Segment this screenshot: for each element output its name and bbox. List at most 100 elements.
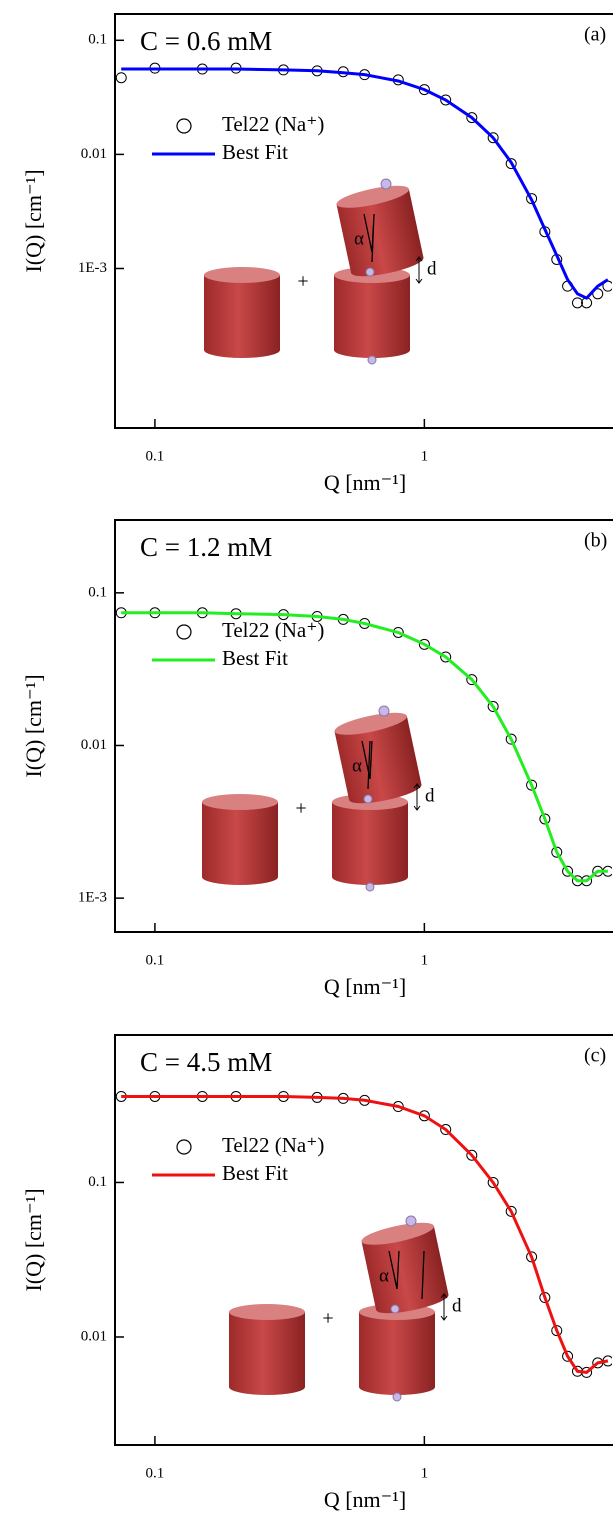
x-axis-label: Q [nm⁻¹] <box>324 974 406 999</box>
d-arrow <box>413 783 421 811</box>
arrows <box>388 1250 425 1300</box>
legend-marker <box>176 624 192 640</box>
cylinder <box>359 1304 435 1395</box>
plot-area <box>115 62 612 309</box>
panel-label: (a) <box>584 24 606 46</box>
data-point <box>466 112 478 124</box>
cylinder <box>229 1304 305 1395</box>
annotation-alpha: α <box>352 755 362 776</box>
y-tick-label: 0.01 <box>81 737 107 753</box>
x-tick-label: 0.1 <box>146 1465 165 1481</box>
data-point <box>418 638 430 650</box>
bead <box>390 1304 400 1314</box>
plot-frame <box>114 519 613 933</box>
data-point <box>505 733 517 745</box>
data-point <box>418 84 430 96</box>
plot-area <box>115 607 612 887</box>
legend-marker <box>176 1139 192 1155</box>
cylinder <box>204 267 280 358</box>
plus: + <box>297 271 308 293</box>
y-axis-label: I(Q) [cm⁻¹] <box>21 674 46 777</box>
data-point <box>418 1110 430 1122</box>
panel-label: (b) <box>584 530 607 552</box>
x-tick-label: 0.1 <box>146 952 165 968</box>
cylinder <box>332 794 408 885</box>
data-point <box>487 132 499 144</box>
arrows <box>363 213 375 263</box>
fit-line <box>121 67 609 300</box>
annotation-d: d <box>452 1295 462 1316</box>
plot-frame <box>114 1034 613 1446</box>
plot-frame <box>114 13 613 429</box>
cylinder-body <box>361 1226 449 1314</box>
plus: + <box>322 1308 333 1330</box>
d-arrow <box>415 256 423 284</box>
data-point <box>571 297 583 309</box>
data-point <box>440 1124 452 1136</box>
fit-line <box>121 611 608 883</box>
data-point <box>592 288 604 300</box>
data-point <box>466 1149 478 1161</box>
data-point <box>539 813 551 825</box>
data-point <box>487 1176 499 1188</box>
bead <box>363 794 373 804</box>
legend-label: Tel22 (Na⁺) <box>222 1133 324 1157</box>
cylinder-body <box>334 275 410 358</box>
cylinder-body <box>334 716 422 804</box>
data-point <box>526 193 538 205</box>
x-axis-label: Q [nm⁻¹] <box>324 470 406 495</box>
y-axis-label: I(Q) [cm⁻¹] <box>21 1188 46 1291</box>
cylinder <box>361 1222 449 1314</box>
cylinder-top <box>229 1304 305 1320</box>
data-point <box>505 1205 517 1217</box>
plus: + <box>295 798 306 820</box>
data-point <box>487 701 499 713</box>
data-point <box>440 651 452 663</box>
y-tick-label: 0.1 <box>88 32 107 48</box>
data-point <box>440 94 452 106</box>
legend-label: Best Fit <box>222 140 288 164</box>
bead <box>405 1215 417 1227</box>
annotation-alpha: α <box>354 228 364 249</box>
x-axis-label: Q [nm⁻¹] <box>324 1487 406 1512</box>
bead <box>365 267 375 277</box>
cylinder-top <box>334 712 407 735</box>
cylinder-top <box>202 794 278 810</box>
chart-title: C = 0.6 mM <box>140 26 272 56</box>
arrows <box>361 740 373 790</box>
cylinder <box>334 267 410 358</box>
cylinder-top <box>361 1222 434 1245</box>
y-tick-label: 0.1 <box>88 1174 107 1190</box>
x-tick-label: 1 <box>421 448 429 464</box>
cylinder-top <box>336 185 409 208</box>
y-tick-label: 1E-3 <box>78 260 107 276</box>
chart-title: C = 1.2 mM <box>140 532 272 562</box>
annotation-alpha: α <box>379 1265 389 1286</box>
cylinder <box>336 185 424 277</box>
cylinder-body <box>202 802 278 885</box>
cylinder-body <box>229 1312 305 1395</box>
legend-label: Best Fit <box>222 1161 288 1185</box>
cylinder-body <box>359 1312 435 1395</box>
bead <box>380 178 392 190</box>
panel: + α d 0.1 1 0.1 0.01 1E-3 Q [nm⁻¹] I(Q) [cm⁻¹] C =… <box>21 13 613 495</box>
bead <box>367 355 377 365</box>
bead <box>378 705 390 717</box>
panel: + α d 0.1 1 0.1 0.01 Q [nm⁻¹] I(Q) [cm⁻¹] C = 4.5… <box>21 1034 613 1512</box>
data-point <box>115 72 127 84</box>
panel-label: (c) <box>584 1045 606 1067</box>
legend-marker <box>176 118 192 134</box>
legend-label: Tel22 (Na⁺) <box>222 618 324 642</box>
bead <box>365 882 375 892</box>
data-point <box>551 846 563 858</box>
fit-line <box>121 1095 609 1374</box>
d-arrow <box>440 1293 448 1321</box>
plot-area <box>115 1090 612 1378</box>
bead <box>392 1392 402 1402</box>
data-point <box>526 779 538 791</box>
data-point <box>466 674 478 686</box>
chart-title: C = 4.5 mM <box>140 1047 272 1077</box>
cylinder-body <box>336 189 424 277</box>
cylinder <box>202 794 278 885</box>
legend-label: Best Fit <box>222 646 288 670</box>
